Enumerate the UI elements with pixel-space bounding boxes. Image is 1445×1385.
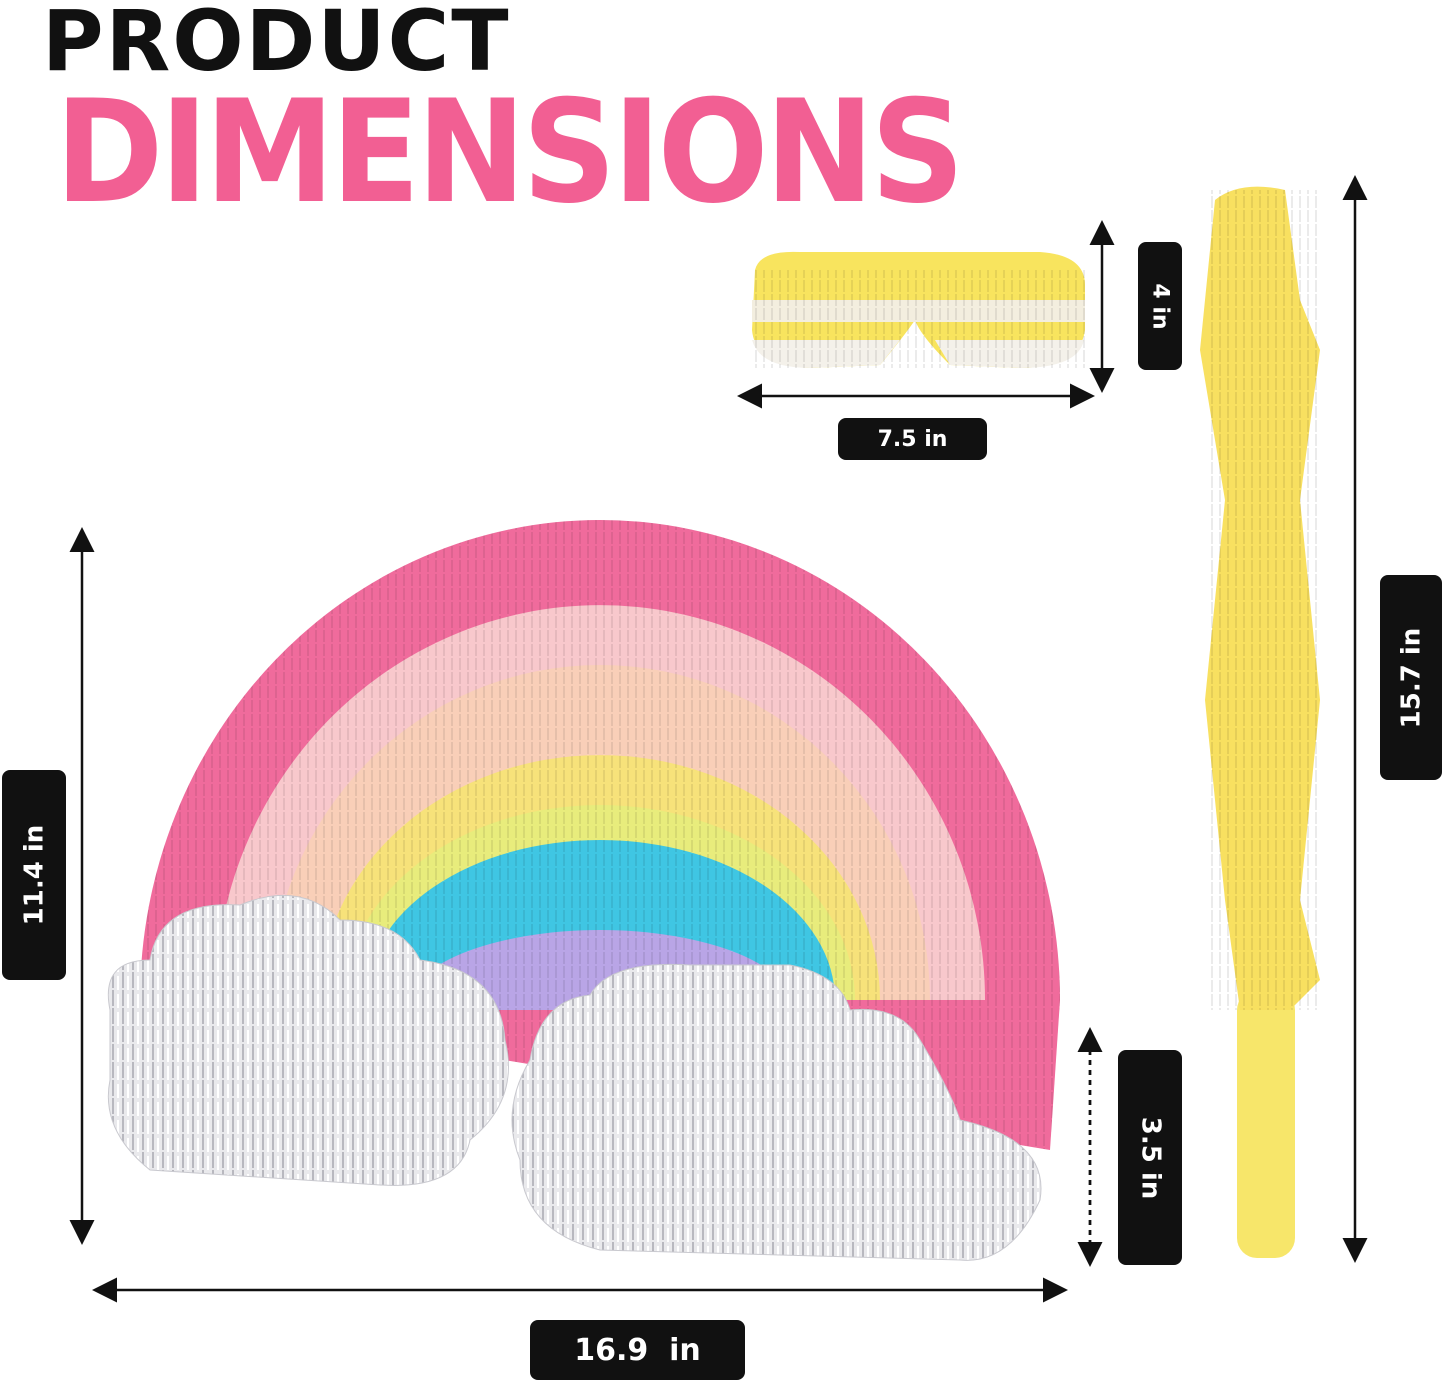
- label-blindfold-width: 7.5 in: [838, 418, 987, 460]
- label-blindfold-height: 4 in: [1138, 242, 1182, 370]
- title-dimensions: DIMENSIONS: [55, 70, 965, 235]
- label-pinata-width: 16.9 in: [530, 1320, 745, 1380]
- label-pinata-height: 11.4 in: [2, 770, 66, 980]
- title-product: PRODUCT: [42, 0, 511, 90]
- blindfold: [752, 251, 1085, 368]
- left-cloud: [107, 894, 509, 1186]
- dimension-arrows: [69, 175, 1368, 1303]
- rainbow-pinata: [107, 520, 1060, 1261]
- label-pinata-depth: 3.5 in: [1118, 1050, 1182, 1265]
- right-cloud: [511, 963, 1042, 1261]
- label-stick-length: 15.7 in: [1380, 575, 1442, 780]
- pinata-stick: [1200, 186, 1320, 1258]
